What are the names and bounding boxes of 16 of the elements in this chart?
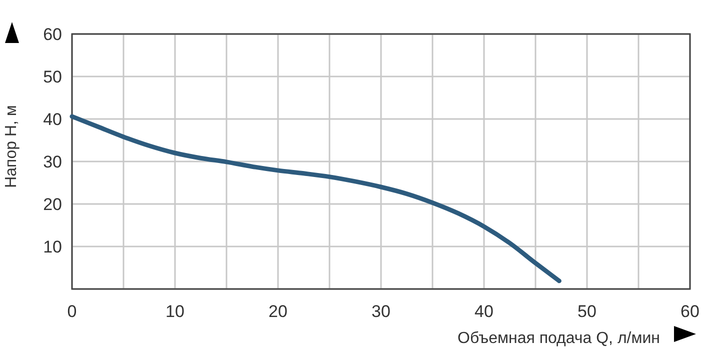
x-tick-label: 20 [268,302,288,321]
x-axis-title: Объемная подача Q, л/мин [458,330,660,347]
x-tick-label: 10 [166,302,184,321]
y-tick-label: 40 [43,110,62,129]
x-tick-label: 30 [372,302,390,321]
y-tick-label: 30 [43,152,62,172]
x-tick-label: 0 [67,302,77,321]
line-series [70,114,562,284]
x-tick-label: 60 [680,302,700,321]
y-axis-title: Напор H, м [3,105,20,188]
x-tick-label: 50 [578,302,596,321]
x-tick-label: 40 [474,302,494,321]
y-tick-label: 10 [43,237,62,256]
y-tick-label: 20 [43,194,62,214]
y-tick-label: 50 [43,67,62,86]
y-tick-label: 60 [43,24,62,44]
